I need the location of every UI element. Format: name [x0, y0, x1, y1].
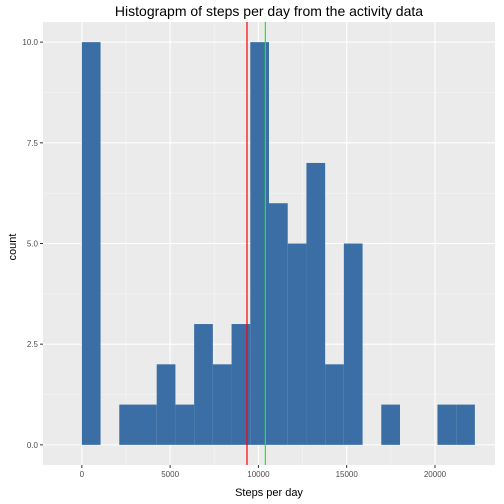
histogram-bar	[137, 404, 157, 445]
histogram-bar	[156, 364, 176, 445]
histogram-bar	[437, 404, 457, 445]
histogram-bar	[194, 324, 213, 445]
histogram-bar	[175, 404, 195, 445]
reference-lines	[246, 22, 266, 465]
x-tick-label: 5000	[161, 470, 179, 479]
histogram-bar	[269, 203, 288, 445]
x-tick-label: 10000	[247, 470, 270, 479]
y-tick-label: 7.5	[27, 139, 39, 148]
x-axis-title: Steps per day	[235, 487, 303, 499]
y-axis-title: count	[7, 234, 19, 261]
histogram-bar	[119, 404, 138, 445]
chart-title: Histograpm of steps per day from the act…	[115, 3, 423, 19]
y-axis-ticks: 0.0 2.5 5.0 7.5 10.0	[22, 38, 43, 450]
y-tick-label: 0.0	[27, 441, 39, 450]
x-tick-label: 20000	[424, 470, 447, 479]
y-tick-label: 2.5	[27, 340, 39, 349]
x-tick-label: 0	[80, 470, 85, 479]
histogram-bar	[212, 364, 232, 445]
histogram-bar	[306, 162, 326, 445]
histogram-bar	[287, 243, 307, 445]
histogram-bar	[343, 243, 363, 445]
x-tick-label: 15000	[336, 470, 359, 479]
histogram-bar	[456, 404, 475, 445]
x-axis-ticks: 0 5000 10000 15000 20000	[80, 465, 447, 479]
histogram-bars	[81, 42, 475, 445]
histogram-bar	[81, 42, 101, 445]
histogram-bar	[381, 404, 401, 445]
histogram-bar	[250, 42, 269, 445]
histogram-bar	[231, 324, 251, 445]
y-tick-label: 5.0	[27, 240, 39, 249]
y-tick-label: 10.0	[22, 38, 38, 47]
histogram-bar	[325, 364, 344, 445]
